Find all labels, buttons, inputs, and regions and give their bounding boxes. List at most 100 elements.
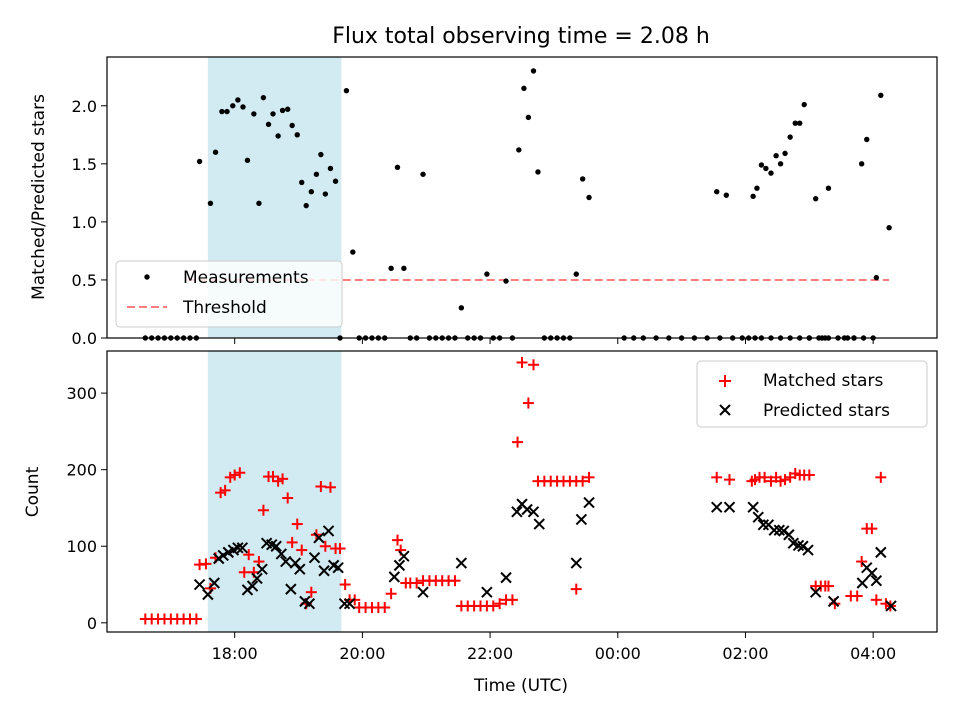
predicted-star-point (783, 529, 795, 541)
measurement-point (196, 158, 203, 165)
measurement-point (801, 101, 807, 108)
predicted-star-point (251, 572, 263, 585)
matched-star-point (512, 436, 524, 448)
measurement-point (230, 103, 236, 109)
predicted-star-point (885, 600, 897, 612)
y-tick-label: 100 (66, 537, 97, 556)
measurement-point (825, 185, 832, 191)
x-tick-label: 22:00 (467, 644, 513, 663)
measurement-point (343, 87, 350, 94)
legend-measurements-marker (144, 274, 150, 280)
measurement-point (260, 94, 267, 101)
matched-star-point (200, 558, 212, 570)
y-tick-label: 1.5 (72, 155, 97, 174)
matched-star-point (277, 473, 289, 485)
measurement-point (240, 104, 246, 110)
measurement-point (878, 92, 884, 99)
y-tick-label: 0.0 (72, 329, 97, 348)
matched-star-point (324, 481, 336, 493)
predicted-star-point (827, 595, 840, 608)
matched-star-point (339, 579, 351, 591)
matched-star-point (286, 536, 298, 548)
measurement-point (212, 149, 219, 155)
matched-star-point (856, 556, 868, 568)
legend-measurements-label: Measurements (183, 268, 309, 288)
measurement-point (535, 169, 541, 175)
measurement-point (886, 224, 892, 231)
measurement-point (299, 179, 305, 186)
predicted-star-point (256, 563, 268, 575)
measurement-point (256, 200, 262, 207)
predicted-star-point (875, 546, 887, 559)
measurement-point (308, 188, 315, 195)
matched-star-point (334, 543, 346, 555)
measurement-point (270, 111, 276, 117)
predicted-star-point (866, 567, 878, 579)
matched-star-point (866, 523, 878, 535)
matched-star-point (257, 504, 269, 516)
x-tick-label: 20:00 (339, 644, 385, 663)
predicted-star-point (511, 506, 523, 518)
matched-star-point (449, 575, 461, 587)
measurement-point (525, 114, 532, 121)
measurement-point (873, 274, 880, 281)
predicted-star-point (752, 511, 764, 523)
measurement-point (787, 134, 793, 140)
matched-star-point (234, 467, 246, 479)
measurement-point (797, 120, 803, 126)
figure-title: Flux total observing time = 2.08 h (332, 24, 710, 49)
predicted-star-point (308, 552, 321, 564)
measurement-point (530, 68, 537, 74)
top-y-ticks: 0.0 0.5 1.0 1.5 2.0 (72, 97, 107, 348)
bottom-panel: 0 100 200 300 18:00 20:00 22:00 00:00 02:00 04:0… (23, 350, 938, 696)
predicted-star-point (280, 555, 292, 568)
predicted-star-point (802, 544, 814, 556)
measurement-point (275, 133, 281, 139)
measurement-point (313, 171, 320, 177)
matched-star-point (487, 600, 499, 612)
measurement-point (289, 122, 295, 129)
matched-star-point (243, 549, 255, 561)
legend-predicted-label: Predicted stars (763, 401, 890, 421)
predicted-star-point (343, 597, 356, 610)
matched-star-point (570, 583, 582, 595)
measurement-point (579, 176, 586, 182)
predicted-star-point (521, 503, 533, 516)
measurement-point (714, 188, 720, 195)
measurement-point (573, 271, 579, 277)
measurement-point (763, 165, 769, 172)
matched-star-point (219, 484, 231, 496)
measurement-point (244, 157, 251, 164)
predicted-star-point (270, 540, 282, 552)
bottom-axes-frame (106, 350, 938, 633)
y-tick-label: 1.0 (72, 213, 97, 232)
predicted-star-point (398, 550, 410, 562)
measurement-point (858, 161, 865, 167)
top-legend: Measurements Threshold (115, 260, 343, 328)
predicted-star-point (583, 496, 595, 509)
bottom-legend: Matched stars Predicted stars (696, 360, 928, 428)
predicted-star-point (303, 597, 316, 610)
y-tick-label: 200 (66, 461, 97, 480)
measurement-point (327, 165, 334, 172)
predicted-star-point (275, 548, 288, 560)
measurement-point (586, 194, 592, 201)
predicted-star-point (285, 583, 297, 595)
predicted-star-point (533, 518, 545, 530)
y-tick-label: 2.0 (72, 97, 97, 116)
matched-star-point (494, 598, 506, 610)
matched-star-point (296, 544, 308, 556)
matched-star-point (870, 594, 882, 606)
matched-star-point (291, 518, 303, 530)
predicted-star-point (332, 561, 344, 574)
predicted-star-point (388, 571, 401, 583)
matched-star-point (779, 474, 791, 486)
matched-star-point (711, 471, 723, 483)
measurement-point (782, 150, 788, 157)
measurement-point (224, 108, 230, 115)
predicted-star-point (246, 580, 259, 592)
measurement-point (251, 111, 257, 117)
top-y-axis-label: Matched/Predicted stars (29, 94, 49, 300)
x-tick-label: 18:00 (212, 644, 258, 663)
